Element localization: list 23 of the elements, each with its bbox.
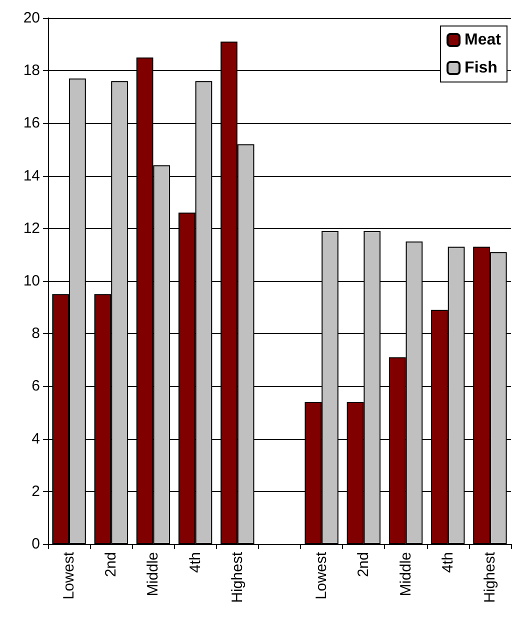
y-tick-label: 18 — [23, 62, 40, 80]
y-tick-label: 12 — [23, 220, 40, 237]
x-tick-label: 4th — [439, 552, 456, 573]
y-tick-label: 10 — [23, 272, 40, 290]
x-tick-label: Middle — [144, 552, 162, 596]
x-tick-label: Highest — [228, 551, 246, 603]
x-tick-label: Lowest — [60, 551, 78, 600]
x-tick-label: Middle — [397, 552, 414, 596]
x-tick-label: Highest — [481, 551, 498, 603]
y-tick-label: 8 — [32, 325, 40, 342]
y-tick-label: 16 — [23, 114, 40, 132]
legend-label: Fish — [464, 60, 498, 76]
legend-label: Meat — [464, 32, 502, 48]
y-tick-label: 20 — [23, 10, 40, 26]
x-tick-label: Lowest — [313, 551, 330, 600]
x-tick-label: 2nd — [355, 552, 372, 578]
y-tick-label: 14 — [23, 167, 40, 184]
y-tick-label: 6 — [32, 378, 40, 395]
x-tick-label: 2nd — [102, 552, 120, 578]
y-tick-label: 4 — [32, 430, 40, 448]
y-tick-label: 2 — [32, 482, 40, 500]
x-tick-label: 4th — [186, 552, 204, 573]
y-tick-label: 0 — [32, 536, 40, 552]
